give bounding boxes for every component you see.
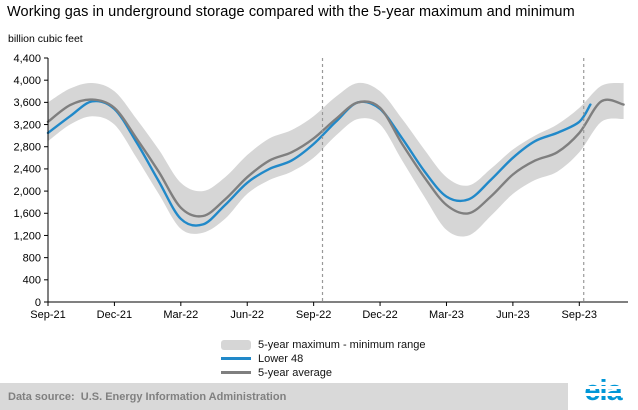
svg-text:Sep-21: Sep-21 — [30, 309, 65, 321]
legend-item-average: 5-year average — [221, 366, 425, 379]
svg-text:400: 400 — [23, 275, 41, 287]
legend-swatch-average — [221, 371, 251, 374]
svg-text:1,200: 1,200 — [13, 230, 41, 242]
svg-text:Mar-23: Mar-23 — [429, 309, 464, 321]
svg-text:0: 0 — [35, 297, 41, 309]
svg-text:Dec-21: Dec-21 — [97, 309, 132, 321]
svg-text:Sep-23: Sep-23 — [562, 309, 597, 321]
svg-text:4,000: 4,000 — [13, 75, 41, 87]
svg-text:Dec-22: Dec-22 — [362, 309, 397, 321]
eia-logo-inner: eia — [582, 375, 624, 407]
legend-item-range: 5-year maximum - minimum range — [221, 338, 425, 351]
svg-text:3,200: 3,200 — [13, 119, 41, 131]
svg-text:1,600: 1,600 — [13, 208, 41, 220]
svg-text:Jun-22: Jun-22 — [230, 309, 264, 321]
legend-item-lower48: Lower 48 — [221, 352, 425, 365]
svg-text:Mar-22: Mar-22 — [163, 309, 198, 321]
svg-text:Sep-22: Sep-22 — [296, 309, 331, 321]
svg-text:800: 800 — [23, 252, 41, 264]
chart-title: Working gas in underground storage compa… — [7, 4, 575, 20]
svg-text:3,600: 3,600 — [13, 97, 41, 109]
svg-text:2,000: 2,000 — [13, 186, 41, 198]
chart-plot-area: 0 400 800 1,200 1,600 2,000 2,400 2,800 3,200 3,6… — [13, 53, 628, 321]
footer-bar: Data source: U.S. Energy Information Adm… — [0, 383, 638, 410]
svg-text:4,400: 4,400 — [13, 53, 41, 65]
eia-logo-text: eia — [584, 375, 622, 407]
eia-logo-stripe-icon — [582, 393, 624, 396]
data-source-text: Data source: U.S. Energy Information Adm… — [8, 390, 287, 403]
legend-label-lower48: Lower 48 — [258, 352, 304, 365]
eia-logo: eia — [568, 373, 638, 410]
legend-swatch-lower48 — [221, 357, 251, 360]
svg-text:Jun-23: Jun-23 — [496, 309, 530, 321]
legend-swatch-range — [221, 339, 251, 350]
svg-text:2,800: 2,800 — [13, 142, 41, 154]
legend-label-range: 5-year maximum - minimum range — [258, 338, 426, 351]
y-axis-unit-label: billion cubic feet — [8, 33, 83, 45]
legend-label-average: 5-year average — [258, 366, 332, 379]
chart-legend: 5-year maximum - minimum range Lower 48 … — [221, 338, 425, 380]
svg-text:2,400: 2,400 — [13, 164, 41, 176]
eia-logo-stripe-icon — [582, 386, 624, 389]
